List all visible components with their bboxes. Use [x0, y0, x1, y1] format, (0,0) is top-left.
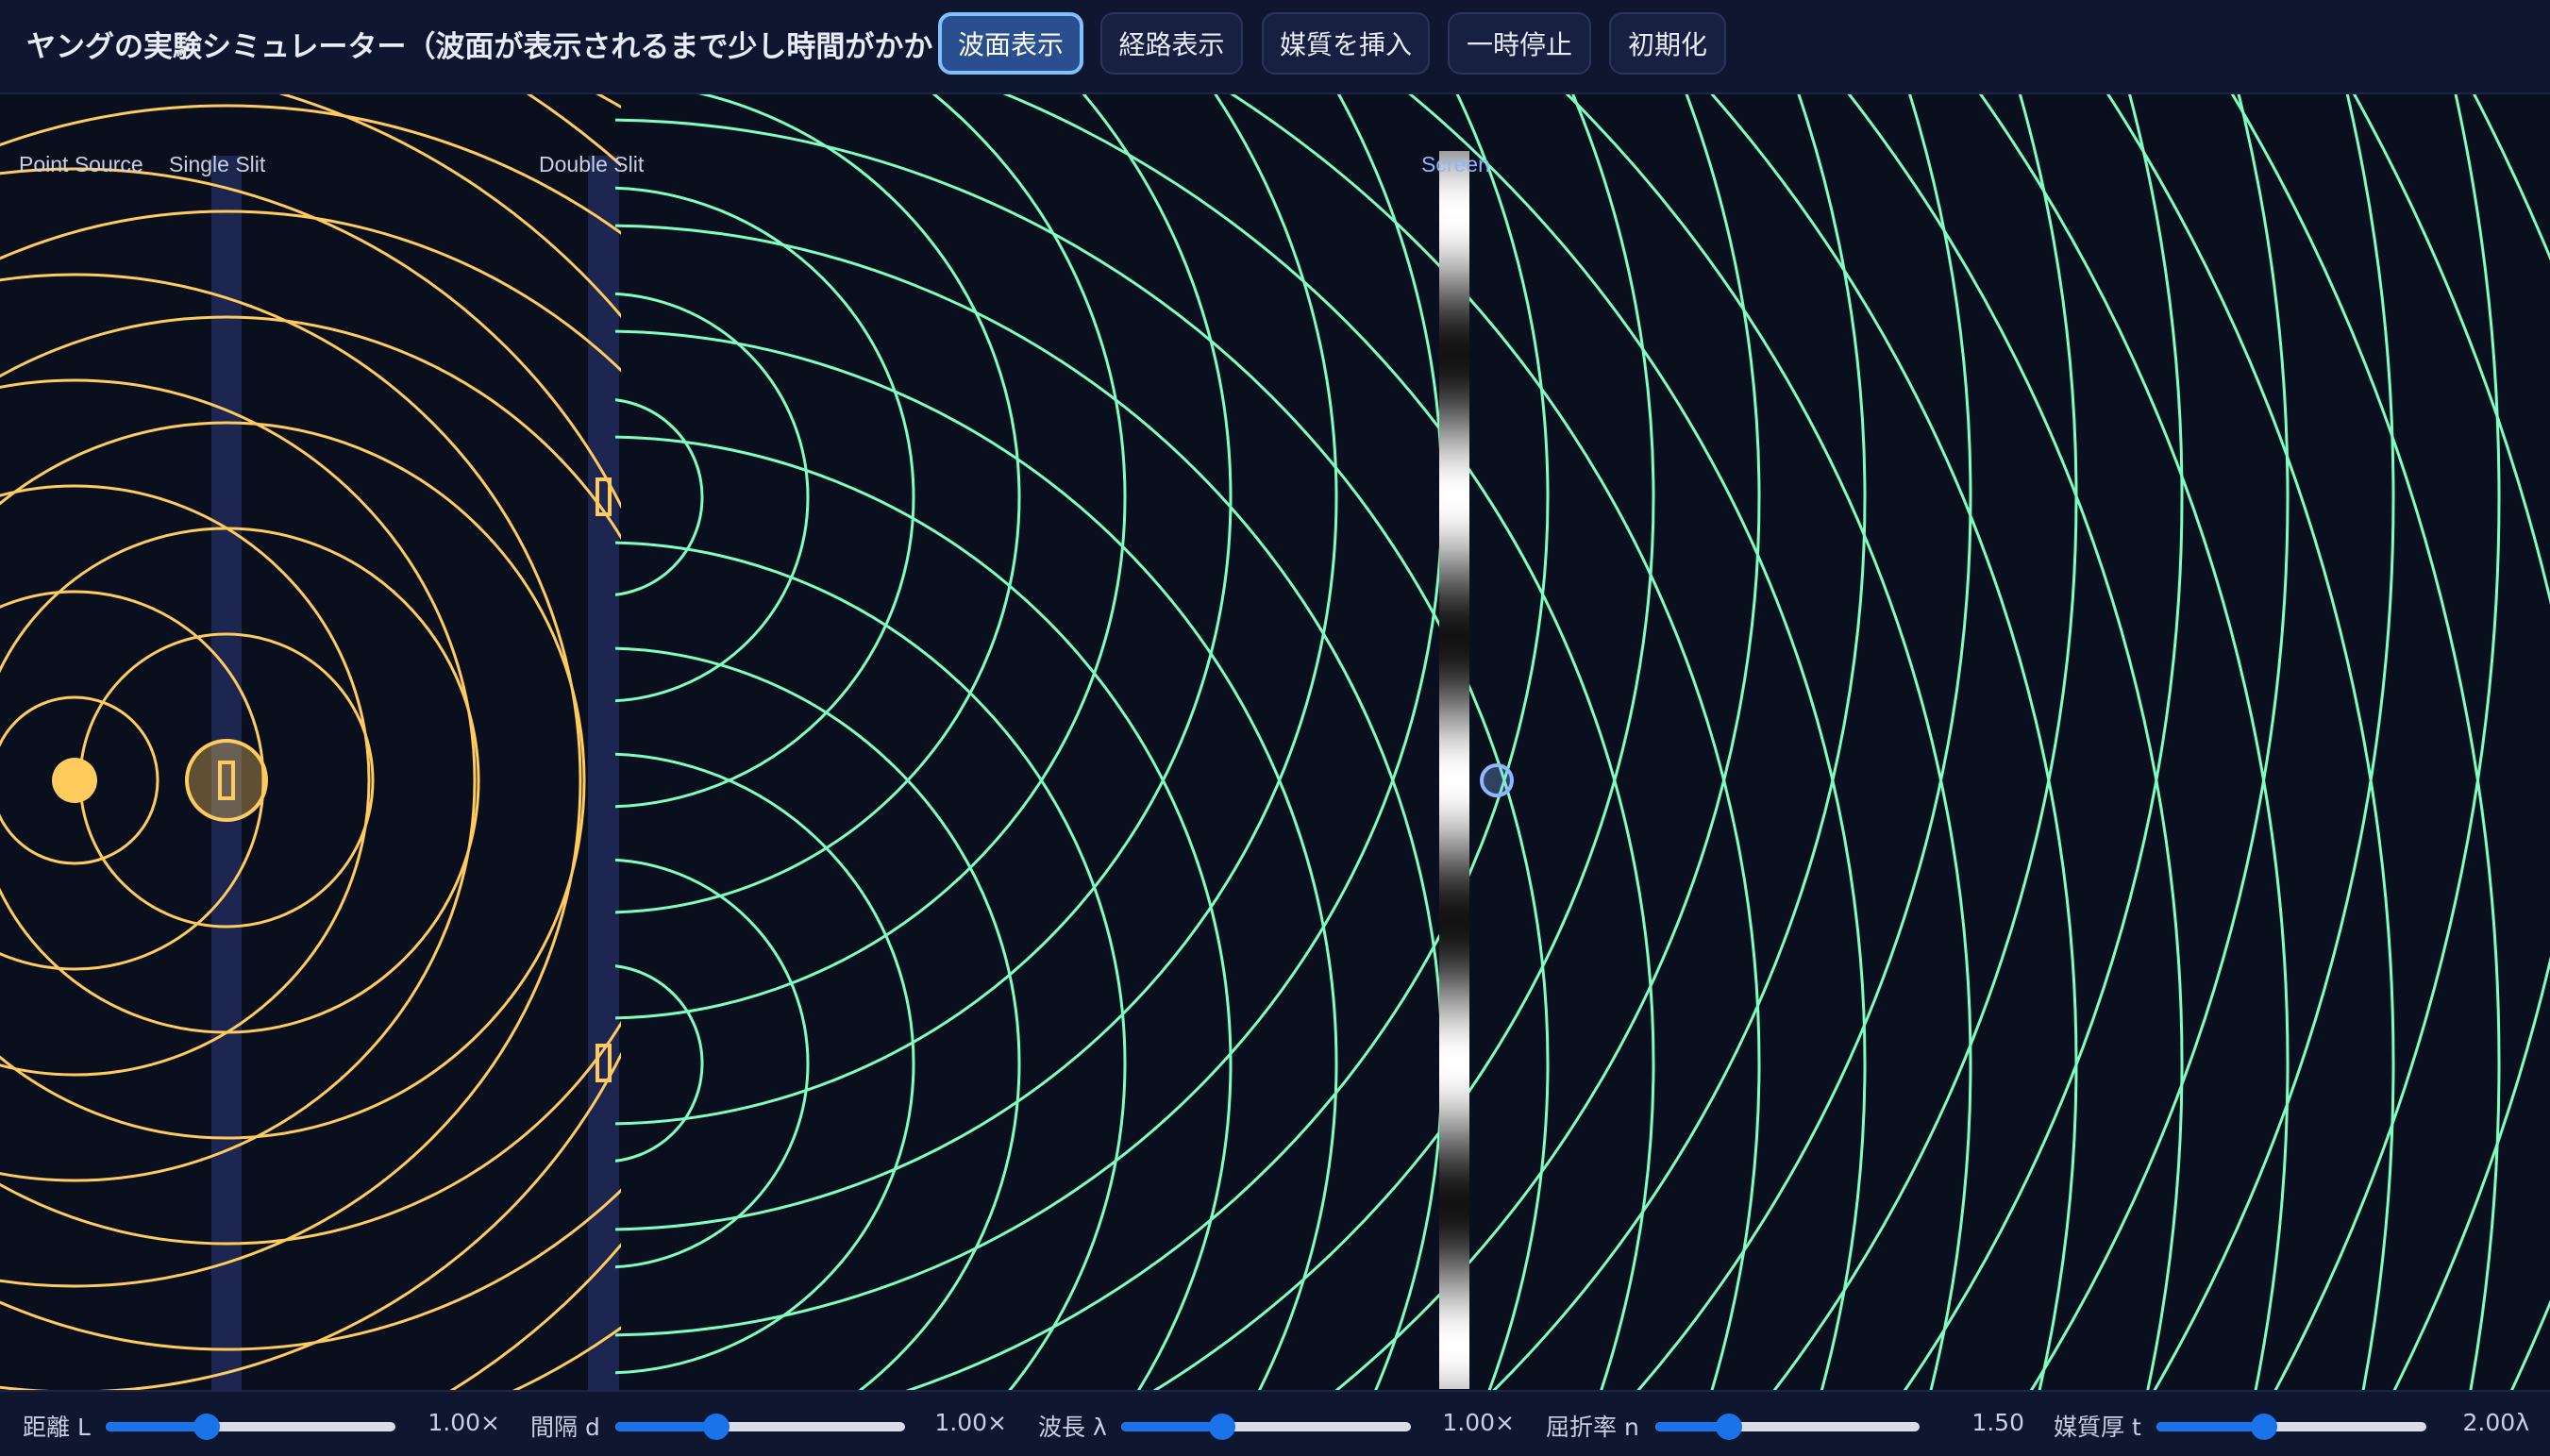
double-slit-label: Double Slit	[539, 152, 645, 176]
screen-probe-handle[interactable]	[1480, 763, 1514, 797]
double-slit-wavefront	[615, 94, 1338, 1231]
distance-label: 距離 L	[23, 1414, 91, 1441]
double-slit-wavefront	[615, 94, 1233, 1126]
screen-fringe-pattern	[1439, 151, 1469, 1389]
double-slit-wavefront	[2230, 94, 2500, 1390]
lower-slit-aperture[interactable]	[596, 1044, 612, 1082]
refractive-index-slider-thumb[interactable]	[1716, 1414, 1743, 1440]
single-slit-wavefront	[0, 104, 621, 1390]
wavelength-value: 1.00×	[1442, 1409, 1515, 1436]
medium-thickness-label: 媒質厚 t	[2054, 1414, 2141, 1441]
parameter-panel: 距離 L 1.00× 間隔 d 1.00× 波長 λ 1.00× 屈折率 n 1…	[0, 1390, 2550, 1456]
double-slit-wavefront	[1709, 94, 2078, 1390]
pause-button[interactable]: 一時停止	[1448, 12, 1591, 75]
double-slit-wavefront	[1334, 94, 1761, 1390]
double-slit-wavefront	[615, 541, 1127, 1390]
distance-slider-fill	[106, 1422, 208, 1431]
medium-thickness-slider-thumb[interactable]	[2251, 1414, 2278, 1440]
medium-thickness-slider[interactable]	[2156, 1414, 2426, 1440]
double-slit-wavefront	[615, 186, 915, 809]
double-slit-wavefront	[615, 118, 1550, 1390]
medium-thickness-slider-fill	[2156, 1422, 2265, 1431]
double-slit-wavefront	[615, 964, 704, 1163]
double-slit-wavefront	[615, 435, 1233, 1390]
toolbar: ヤングの実験シミュレーター（波面が表示されるまで少し時間がかかります） 波面表示…	[0, 0, 2550, 94]
refractive-index-value: 1.50	[1971, 1409, 2024, 1436]
point-source[interactable]	[52, 758, 97, 803]
double-slit-barrier	[588, 156, 619, 1390]
single-slit-handle[interactable]	[185, 739, 268, 822]
source-wavefronts	[0, 94, 621, 1390]
source-wavefront	[0, 590, 265, 971]
spacing-value: 1.00×	[934, 1409, 1007, 1436]
double-slit-wavefront	[1978, 94, 2289, 1390]
upper-slit-aperture[interactable]	[596, 477, 612, 516]
single-slit-aperture	[218, 761, 235, 800]
refractive-index-slider[interactable]	[1655, 1414, 1920, 1440]
distance-slider[interactable]	[106, 1414, 395, 1440]
double-slit-wavefront	[1491, 94, 1867, 1390]
insert-medium-button[interactable]: 媒質を挿入	[1262, 12, 1430, 75]
double-slit-wavefront	[1229, 94, 1761, 1390]
double-slit-wavefront	[615, 752, 915, 1375]
wavelength-label: 波長 λ	[1038, 1414, 1107, 1441]
refractive-index-slider-fill	[1655, 1422, 1730, 1431]
reset-button[interactable]: 初期化	[1609, 12, 1726, 75]
medium-thickness-value: 2.00λ	[2462, 1409, 2529, 1436]
distance-value: 1.00×	[428, 1409, 500, 1436]
single-slit-wavefront	[0, 421, 586, 1140]
double-slit-wavefront	[615, 858, 810, 1269]
double-slit-wavefront	[1152, 94, 1655, 1390]
double-slit-wavefront	[1847, 94, 2183, 1390]
double-slit-wavefront	[615, 94, 1127, 1020]
source-wavefront	[0, 695, 159, 865]
double-slit-wavefront	[615, 94, 1021, 914]
double-slit-wavefront	[615, 398, 704, 596]
source-wavefront	[0, 273, 582, 1288]
double-slit-wavefront	[1565, 94, 1972, 1390]
double-slit-wavefront	[2029, 94, 2289, 1390]
source-wavefront	[0, 167, 621, 1390]
spacing-slider[interactable]	[615, 1414, 905, 1440]
refractive-index-label: 屈折率 n	[1546, 1414, 1639, 1441]
double-slit-wavefront	[615, 292, 810, 703]
double-slit-wavefront	[615, 646, 1021, 1390]
spacing-slider-fill	[615, 1422, 717, 1431]
single-slit-wavefront	[0, 315, 621, 1246]
single-slit-wavefront	[0, 209, 621, 1351]
source-wavefront	[0, 378, 477, 1182]
double-slit-wavefront	[615, 329, 1338, 1390]
wavelength-slider-thumb[interactable]	[1209, 1414, 1236, 1440]
wavelength-slider-fill	[1121, 1422, 1223, 1431]
double-slit-wavefront	[1903, 94, 2183, 1390]
simulation-canvas[interactable]: Point Source Single Slit Double Slit Scr…	[0, 94, 2550, 1390]
simulation-svg: Point Source Single Slit Double Slit Scr…	[0, 94, 2550, 1390]
wavefront-display-button[interactable]: 波面表示	[938, 12, 1083, 75]
double-slit-wavefront	[2273, 94, 2500, 1390]
app-title: ヤングの実験シミュレーター（波面が表示されるまで少し時間がかかります）	[26, 30, 1050, 64]
double-slit-wavefront	[1636, 94, 1972, 1390]
double-slit-wavefront	[905, 94, 1550, 1390]
double-slit-wavefront	[1407, 94, 1867, 1390]
spacing-slider-thumb[interactable]	[703, 1414, 730, 1440]
screen-label: Screen	[1421, 152, 1490, 176]
double-slit-wavefront	[2105, 94, 2394, 1390]
double-slit-wavefront	[2153, 94, 2394, 1390]
point-source-label: Point Source	[19, 152, 143, 176]
spacing-label: 間隔 d	[530, 1414, 600, 1441]
double-slit-wavefront	[1001, 94, 1655, 1390]
distance-slider-thumb[interactable]	[193, 1414, 221, 1440]
path-display-button[interactable]: 経路表示	[1100, 12, 1243, 75]
wavelength-slider[interactable]	[1121, 1414, 1411, 1440]
single-slit-barrier	[211, 156, 242, 1390]
single-slit-wavefront	[0, 527, 480, 1034]
source-wavefront	[0, 484, 371, 1077]
single-slit-label: Single Slit	[169, 152, 266, 176]
